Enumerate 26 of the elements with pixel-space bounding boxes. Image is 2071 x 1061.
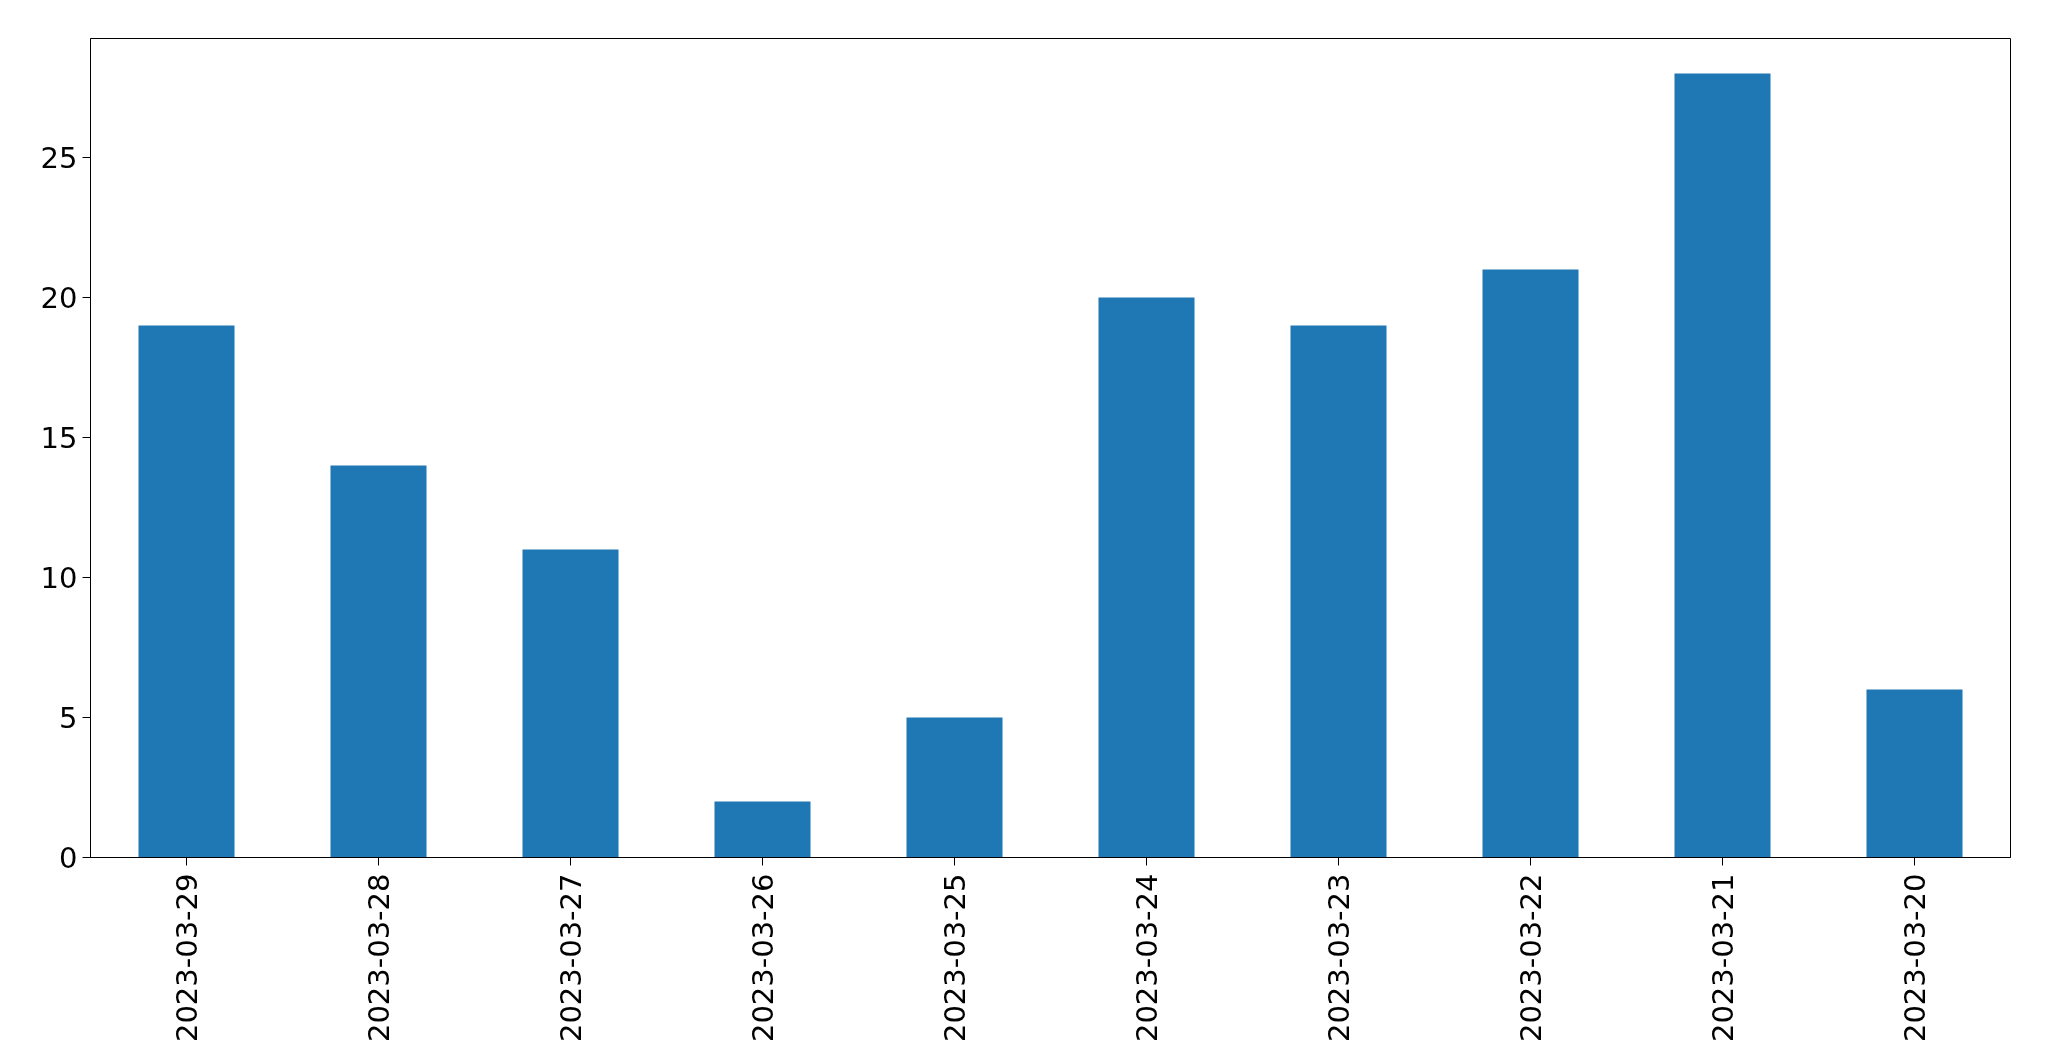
y-tick-label: 5 (59, 701, 78, 735)
x-tick-label: 2023-03-25 (938, 873, 972, 1043)
bar (1866, 689, 1963, 858)
x-tick-label: 2023-03-27 (554, 873, 588, 1043)
bar (1290, 325, 1387, 858)
y-tick-label: 0 (59, 841, 78, 875)
x-tick-label: 2023-03-22 (1514, 873, 1548, 1043)
x-tick-label: 2023-03-29 (170, 873, 204, 1043)
x-tick-label: 2023-03-26 (746, 873, 780, 1043)
y-tick-label: 10 (40, 561, 78, 595)
bar (1098, 297, 1195, 858)
x-tick-label: 2023-03-20 (1898, 873, 1932, 1043)
bar (714, 801, 811, 858)
y-tick-label: 20 (40, 281, 78, 315)
bar (1482, 269, 1579, 858)
bar (330, 465, 427, 858)
bar (138, 325, 235, 858)
x-tick-label: 2023-03-24 (1130, 873, 1164, 1043)
x-tick-label: 2023-03-23 (1322, 873, 1356, 1043)
y-tick-label: 15 (40, 421, 78, 455)
bar (906, 717, 1003, 858)
bar (1674, 73, 1771, 858)
x-tick-label: 2023-03-21 (1706, 873, 1740, 1043)
y-tick-label: 25 (40, 141, 78, 175)
bar (522, 549, 619, 858)
x-tick-label: 2023-03-28 (362, 873, 396, 1043)
